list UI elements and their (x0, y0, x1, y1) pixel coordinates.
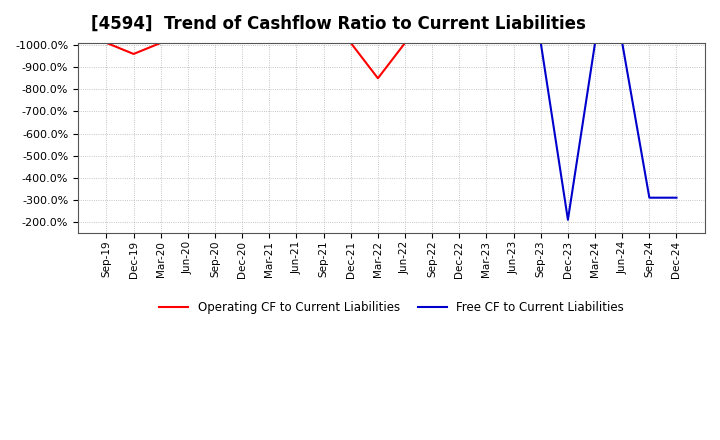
Free CF to Current Liabilities (184, 40, 192, 45)
Operating CF to Current Liabilities (211, 40, 220, 45)
Text: [4594]  Trend of Cashflow Ratio to Current Liabilities: [4594] Trend of Cashflow Ratio to Curren… (91, 15, 585, 33)
Free CF to Current Liabilities (319, 40, 328, 45)
Free CF to Current Liabilities (238, 40, 246, 45)
Free CF to Current Liabilities (401, 40, 410, 45)
Operating CF to Current Liabilities (292, 40, 301, 45)
Free CF to Current Liabilities (455, 40, 464, 45)
Free CF to Current Liabilities (590, 40, 599, 45)
Operating CF to Current Liabilities (374, 76, 382, 81)
Free CF to Current Liabilities (618, 40, 626, 45)
Free CF to Current Liabilities (265, 40, 274, 45)
Free CF to Current Liabilities (292, 40, 301, 45)
Free CF to Current Liabilities (211, 40, 220, 45)
Operating CF to Current Liabilities (156, 40, 165, 45)
Operating CF to Current Liabilities (238, 40, 246, 45)
Free CF to Current Liabilities (346, 40, 355, 45)
Free CF to Current Liabilities (509, 40, 518, 45)
Free CF to Current Liabilities (482, 40, 491, 45)
Free CF to Current Liabilities (672, 195, 681, 200)
Operating CF to Current Liabilities (672, 40, 681, 45)
Operating CF to Current Liabilities (482, 40, 491, 45)
Operating CF to Current Liabilities (428, 40, 436, 45)
Free CF to Current Liabilities (374, 40, 382, 45)
Operating CF to Current Liabilities (401, 40, 410, 45)
Operating CF to Current Liabilities (102, 40, 111, 45)
Operating CF to Current Liabilities (618, 40, 626, 45)
Free CF to Current Liabilities (564, 217, 572, 223)
Line: Operating CF to Current Liabilities: Operating CF to Current Liabilities (107, 43, 677, 78)
Operating CF to Current Liabilities (184, 40, 192, 45)
Operating CF to Current Liabilities (265, 40, 274, 45)
Operating CF to Current Liabilities (536, 40, 545, 45)
Free CF to Current Liabilities (130, 40, 138, 45)
Operating CF to Current Liabilities (564, 40, 572, 45)
Operating CF to Current Liabilities (509, 40, 518, 45)
Operating CF to Current Liabilities (346, 40, 355, 45)
Operating CF to Current Liabilities (319, 40, 328, 45)
Free CF to Current Liabilities (102, 40, 111, 45)
Operating CF to Current Liabilities (590, 40, 599, 45)
Line: Free CF to Current Liabilities: Free CF to Current Liabilities (107, 43, 677, 220)
Free CF to Current Liabilities (645, 195, 654, 200)
Free CF to Current Liabilities (536, 40, 545, 45)
Operating CF to Current Liabilities (645, 40, 654, 45)
Operating CF to Current Liabilities (130, 51, 138, 57)
Operating CF to Current Liabilities (455, 40, 464, 45)
Free CF to Current Liabilities (156, 40, 165, 45)
Legend: Operating CF to Current Liabilities, Free CF to Current Liabilities: Operating CF to Current Liabilities, Fre… (154, 296, 629, 319)
Free CF to Current Liabilities (428, 40, 436, 45)
